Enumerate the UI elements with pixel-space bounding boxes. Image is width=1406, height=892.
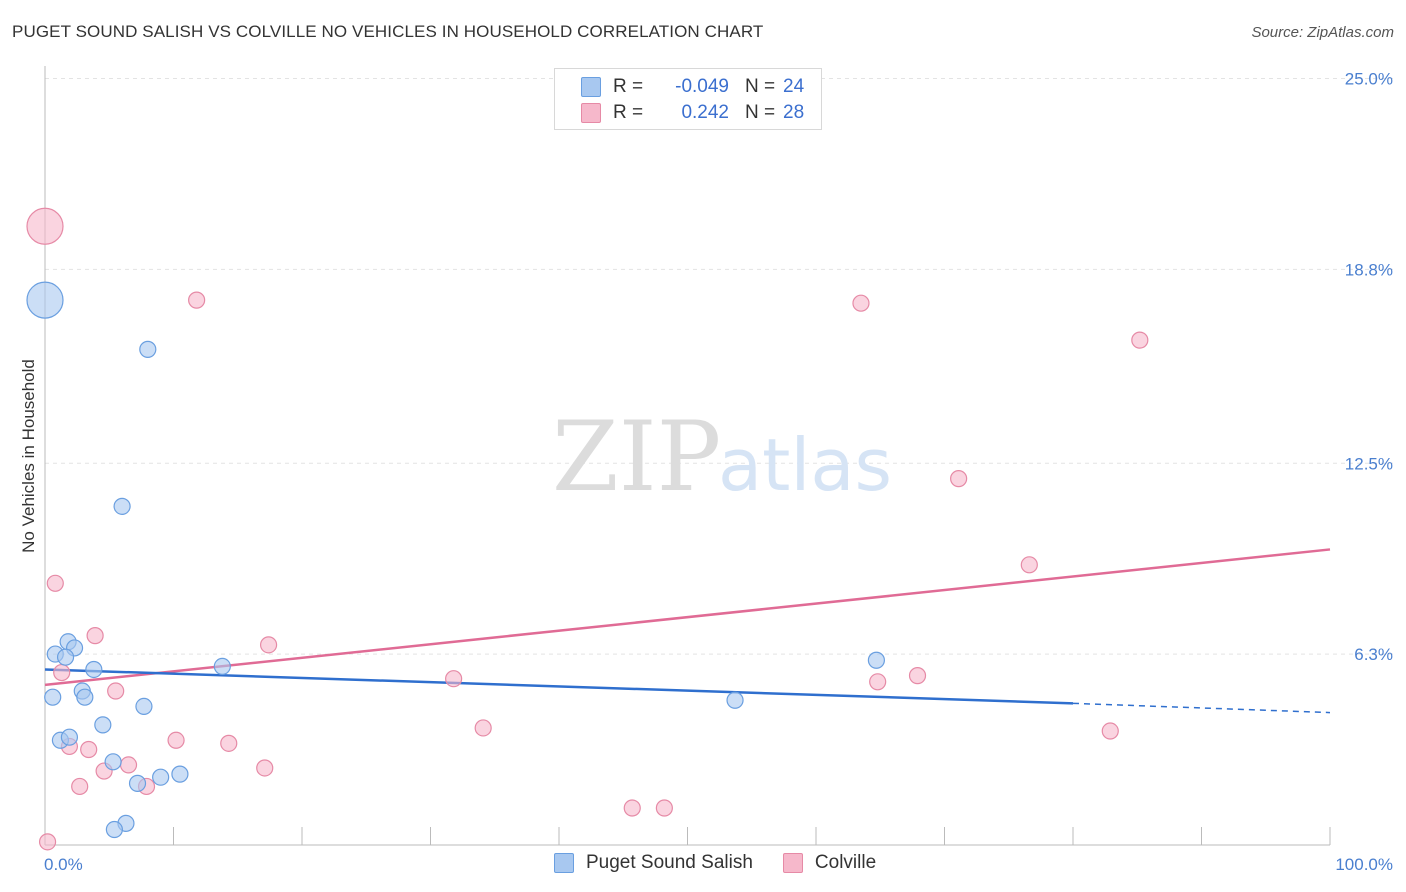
r-label: R = [613, 102, 644, 123]
puget-sound-salish-point[interactable] [152, 768, 170, 786]
colville-point[interactable] [107, 682, 125, 700]
trend-layer [44, 548, 1331, 714]
puget-sound-salish-point[interactable] [60, 728, 79, 746]
x-tick-label: 0.0% [44, 855, 83, 874]
colville-point[interactable] [623, 799, 641, 817]
axis-layer [44, 66, 1331, 846]
colville-point[interactable] [950, 470, 968, 488]
points-layer [26, 207, 1149, 851]
colville-point[interactable] [220, 734, 238, 752]
colville-point[interactable] [445, 670, 463, 688]
colville-point[interactable] [71, 777, 89, 796]
colville-point[interactable] [259, 636, 278, 654]
pink-swatch [782, 853, 803, 873]
n-label: N = [745, 102, 776, 123]
colville-point[interactable] [1131, 331, 1149, 349]
colville-point[interactable] [474, 719, 492, 737]
colville-point[interactable] [46, 574, 64, 592]
colville-point[interactable] [80, 740, 98, 759]
colville-point[interactable] [655, 799, 673, 817]
legend-item-colville[interactable]: Colville [782, 852, 877, 874]
watermark-zip: ZIP [552, 401, 721, 513]
puget-sound-salish-point[interactable] [85, 660, 103, 679]
y-axis-label: No Vehicles in Household [19, 359, 38, 553]
puget-sound-salish-point[interactable] [44, 688, 62, 706]
x-tick-label: 100.0% [1335, 855, 1393, 874]
legend-row-blue: R = -0.049 N = 24 [581, 75, 804, 99]
legend-row-pink: R = 0.242 N = 28 [581, 101, 804, 125]
legend-label: Puget Sound Salish [586, 852, 753, 873]
r-label: R = [613, 76, 644, 97]
colville-point[interactable] [86, 627, 104, 645]
grid-layer [45, 78, 1395, 655]
puget-sound-salish-point[interactable] [105, 820, 123, 839]
puget-sound-salish-point[interactable] [128, 774, 147, 792]
n-label: N = [745, 76, 776, 97]
watermark: ZIP atlas [552, 401, 892, 513]
y-tick-label: 18.8% [1345, 260, 1393, 279]
trendline-puget-sound-salish-extension [1072, 702, 1331, 714]
puget-sound-salish-point[interactable] [139, 340, 157, 358]
n-value: 28 [783, 102, 805, 123]
r-value: 0.242 [681, 102, 729, 123]
colville-point[interactable] [908, 667, 927, 685]
blue-swatch [581, 77, 601, 97]
colville-point[interactable] [167, 731, 185, 749]
colville-point[interactable] [869, 673, 887, 691]
colville-point[interactable] [53, 663, 71, 682]
puget-sound-salish-point[interactable] [76, 688, 94, 706]
puget-sound-salish-point[interactable] [26, 281, 64, 319]
legend-label: Colville [814, 852, 877, 873]
watermark-atlas: atlas [718, 423, 892, 507]
blue-swatch [554, 853, 574, 873]
y-tick-label: 25.0% [1345, 70, 1393, 89]
colville-point[interactable] [26, 207, 64, 245]
trendline-puget-sound-salish [44, 668, 1074, 705]
chart-source: Source: ZipAtlas.com [1251, 24, 1394, 41]
puget-sound-salish-point[interactable] [867, 651, 885, 669]
puget-sound-salish-point[interactable] [56, 648, 75, 666]
puget-sound-salish-point[interactable] [104, 753, 122, 771]
colville-point[interactable] [1020, 556, 1038, 574]
colville-point[interactable] [38, 833, 57, 851]
puget-sound-salish-point[interactable] [113, 497, 131, 515]
legend-item-puget-sound-salish[interactable]: Puget Sound Salish [554, 852, 753, 874]
puget-sound-salish-point[interactable] [135, 697, 153, 716]
y-tick-label: 12.5% [1345, 454, 1393, 473]
colville-point[interactable] [188, 291, 206, 309]
label-layer: 6.3% 12.5% 18.8% 25.0% 0.0% 100.0% [44, 70, 1393, 875]
chart-title: PUGET SOUND SALISH VS COLVILLE NO VEHICL… [12, 22, 764, 41]
series-legend: Puget Sound Salish Colville [554, 852, 906, 874]
trendline-colville [44, 548, 1331, 687]
colville-point[interactable] [119, 756, 138, 774]
n-value: 24 [783, 76, 805, 97]
correlation-legend: R = -0.049 N = 24 R = 0.242 N = 28 [554, 68, 822, 130]
puget-sound-salish-point[interactable] [726, 691, 744, 709]
pink-swatch [581, 103, 601, 123]
puget-sound-salish-point[interactable] [171, 765, 189, 783]
colville-point[interactable] [256, 759, 274, 777]
puget-sound-salish-point[interactable] [94, 716, 112, 734]
puget-sound-salish-point[interactable] [213, 657, 231, 675]
colville-point[interactable] [852, 294, 870, 312]
r-value: -0.049 [675, 76, 729, 97]
colville-point[interactable] [1101, 722, 1119, 740]
y-tick-label: 6.3% [1354, 645, 1393, 664]
